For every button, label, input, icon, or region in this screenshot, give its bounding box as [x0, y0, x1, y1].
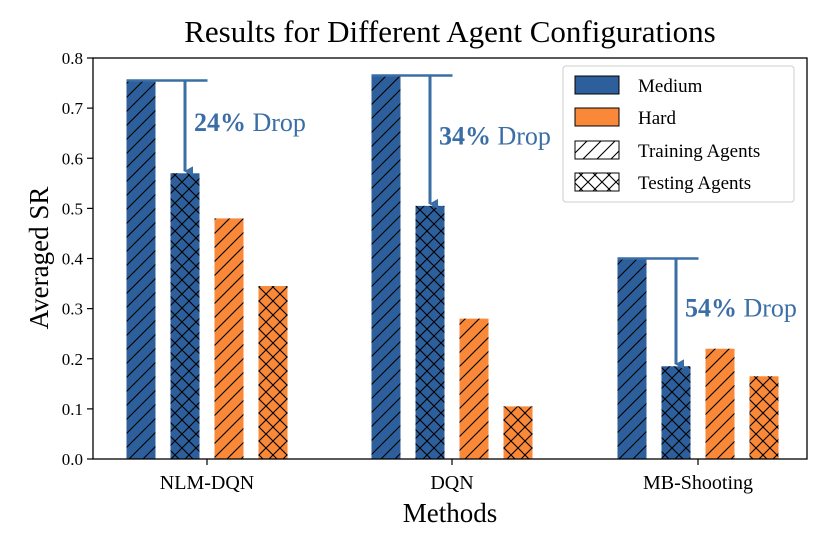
x-tick-label: DQN	[430, 472, 473, 494]
bar-hatch-dqn-2	[459, 318, 489, 459]
y-tick-label: 0.8	[62, 49, 83, 68]
y-tick-label: 0.4	[62, 250, 84, 269]
drop-label-dqn: 34% Drop	[439, 122, 551, 151]
bars-layer	[126, 75, 779, 460]
plot-frame	[92, 57, 808, 460]
bar-hatch-dqn-1	[415, 205, 445, 459]
x-tick-label: NLM-DQN	[160, 472, 254, 494]
chart-title: Results for Different Agent Configuratio…	[184, 14, 716, 49]
bar-hatch-nlm-dqn-2	[214, 218, 244, 459]
drop-percent: 54%	[685, 293, 737, 322]
y-tick-label: 0.6	[62, 149, 83, 168]
bar-hatch-nlm-dqn-1	[170, 173, 200, 459]
legend-swatch-medium	[574, 75, 620, 95]
axes-layer: 0.0 0.1 0.2 0.3 0.4 0.5 0.6 0.7 0.8 NLM-DQN DQN MB-…	[62, 49, 753, 494]
x-axis-label: Methods	[403, 498, 498, 528]
drop-word: Drop	[491, 122, 551, 151]
y-tick-label: 0.3	[62, 300, 83, 319]
legend-label-medium: Medium	[638, 76, 703, 97]
y-axis-label: Averaged SR	[24, 187, 54, 330]
bar-hatch-mb-shooting-1	[661, 366, 691, 459]
legend-box	[562, 65, 795, 203]
y-tick-label: 0.7	[62, 99, 84, 118]
drop-word: Drop	[737, 293, 797, 322]
x-tick-label: MB-Shooting	[643, 472, 753, 494]
legend-label-training: Training Agents	[638, 141, 760, 162]
legend-label-hard: Hard	[638, 108, 676, 129]
drop-label-nlm-dqn: 24% Drop	[194, 108, 306, 137]
bar-hatch-dqn-3	[503, 406, 533, 459]
legend-swatch-training	[574, 140, 620, 160]
bar-hatch-nlm-dqn-0	[126, 80, 156, 460]
legend: Medium Hard Training Agents Testing Agen…	[562, 65, 795, 203]
drop-word: Drop	[246, 108, 306, 137]
bar-hatch-dqn-0	[371, 75, 401, 459]
bar-hatch-mb-shooting-3	[749, 376, 779, 459]
drop-percent: 34%	[439, 122, 491, 151]
y-tick-label: 0.5	[62, 199, 83, 218]
legend-label-testing: Testing Agents	[638, 173, 751, 194]
y-tick-label: 0.1	[62, 400, 83, 419]
bar-hatch-mb-shooting-2	[705, 348, 735, 459]
y-tick-label: 0.2	[62, 350, 83, 369]
drop-label-mb-shooting: 54% Drop	[685, 293, 797, 322]
legend-swatch-hard	[574, 107, 620, 127]
legend-swatch-testing	[574, 172, 620, 192]
bar-hatch-nlm-dqn-3	[258, 286, 288, 459]
bar-hatch-mb-shooting-0	[617, 258, 647, 459]
drop-percent: 24%	[194, 108, 246, 137]
y-tick-label: 0.0	[62, 450, 83, 469]
